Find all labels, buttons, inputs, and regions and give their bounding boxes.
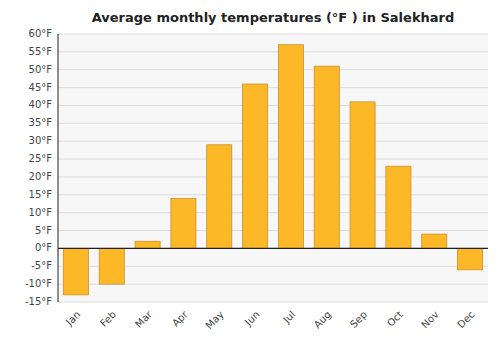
x-tick-label: Apr	[170, 308, 191, 329]
bar	[350, 102, 375, 249]
grid-line	[58, 159, 488, 160]
grid-line	[58, 51, 488, 52]
x-tick-label: Mar	[133, 308, 155, 330]
bar	[171, 198, 196, 248]
x-tick-label: Jul	[280, 309, 297, 326]
grid-line	[58, 69, 488, 70]
bar	[63, 248, 88, 294]
x-axis-labels: Jan Feb Mar Apr May Jun Jul Aug Sep Oct Nov Dec	[63, 308, 477, 331]
chart-title: Average monthly temperatures (°F ) in Sa…	[92, 10, 455, 25]
bar	[99, 248, 124, 284]
x-tick-label: Feb	[98, 309, 118, 329]
y-tick-label: 45°F	[29, 82, 53, 93]
grid	[58, 34, 488, 302]
bar	[386, 166, 411, 248]
grid-line	[58, 34, 488, 35]
y-tick-label: 30°F	[29, 135, 53, 146]
x-tick-label: Dec	[455, 309, 476, 330]
y-tick-label: -15°F	[25, 296, 52, 307]
bar	[458, 248, 483, 269]
baseline	[58, 248, 488, 249]
x-tick-label: Nov	[419, 309, 441, 331]
y-tick-label: 0°F	[35, 242, 52, 253]
grid-line	[58, 141, 488, 142]
y-tick-label: 15°F	[29, 189, 53, 200]
x-tick-label: Sep	[348, 309, 369, 330]
grid-line	[58, 123, 488, 124]
x-tick-label: Jun	[242, 309, 262, 329]
y-tick-label: 25°F	[29, 153, 53, 164]
grid-line	[58, 194, 488, 195]
y-axis-labels: -15°F -10°F -5°F 0°F 5°F 10°F 15°F 20°F 25°F 30°F…	[25, 28, 52, 307]
y-tick-label: 55°F	[29, 46, 53, 57]
x-tick-label: Oct	[385, 309, 405, 329]
grid-line	[58, 230, 488, 231]
grid-line	[58, 105, 488, 106]
y-tick-label: 50°F	[29, 64, 53, 75]
grid-line	[58, 212, 488, 213]
y-tick-label: 35°F	[29, 117, 53, 128]
grid-line	[58, 87, 488, 88]
x-tick-label: May	[203, 309, 225, 331]
bar	[243, 84, 268, 248]
x-tick-label: Jan	[63, 309, 82, 328]
bar	[314, 66, 339, 248]
bars	[63, 45, 482, 295]
bar	[278, 45, 303, 249]
y-tick-label: -5°F	[31, 260, 52, 271]
y-tick-label: 20°F	[29, 171, 53, 182]
grid-line	[58, 248, 488, 249]
grid-line	[58, 176, 488, 177]
grid-line	[58, 302, 488, 303]
y-tick-label: 10°F	[29, 207, 53, 218]
bar	[207, 145, 232, 249]
x-tick-label: Aug	[312, 309, 334, 331]
bar	[422, 234, 447, 248]
y-tick-label: -10°F	[25, 278, 52, 289]
bar	[135, 241, 160, 248]
chart-container: -15°F -10°F -5°F 0°F 5°F 10°F 15°F 20°F 25°F 30°F…	[0, 0, 500, 350]
y-axis-line	[58, 34, 59, 302]
chart-svg: -15°F -10°F -5°F 0°F 5°F 10°F 15°F 20°F 25°F 30°F…	[0, 0, 500, 350]
y-tick-label: 60°F	[29, 28, 53, 39]
y-tick-label: 40°F	[29, 99, 53, 110]
plot-background	[58, 34, 488, 302]
y-tick-label: 5°F	[35, 225, 52, 236]
